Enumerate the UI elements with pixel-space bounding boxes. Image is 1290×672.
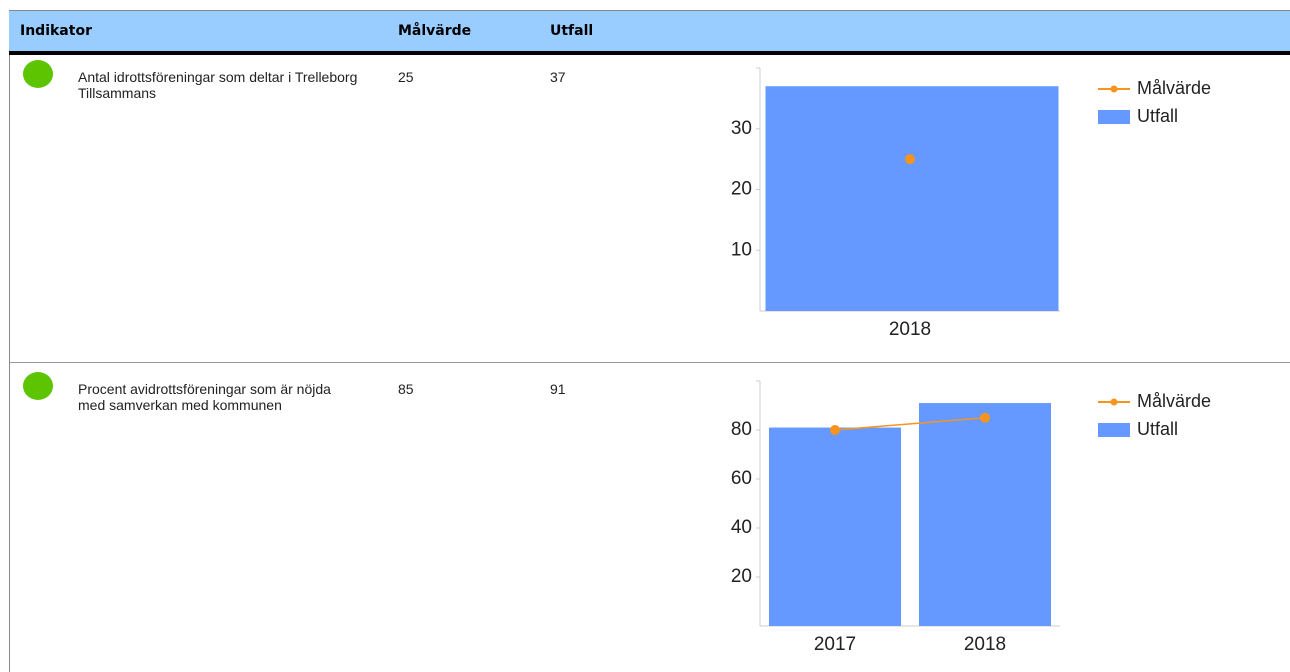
indicator: Antal idrottsföreningar som deltar i Tre…	[78, 69, 358, 101]
legend-label: Utfall	[1137, 419, 1178, 439]
status-dot	[23, 60, 53, 88]
target-point	[830, 425, 840, 435]
indicator: Procent avidrottsföreningar som är nöjda…	[78, 381, 331, 413]
left-border	[9, 10, 10, 672]
legend-point	[1110, 398, 1118, 406]
column-header: Utfall	[550, 23, 594, 39]
legend-label: Utfall	[1137, 106, 1178, 126]
status-dot	[23, 372, 53, 400]
outcome: 91	[550, 381, 566, 397]
y-tick-label: 10	[731, 239, 752, 260]
y-tick-label: 20	[731, 566, 752, 587]
column-header: Målvärde	[398, 23, 472, 39]
y-tick-label: 40	[731, 517, 752, 538]
row-separator	[9, 362, 1290, 363]
column-header: Indikator	[20, 23, 92, 39]
bar	[765, 86, 1059, 311]
x-tick-label: 2018	[964, 634, 1006, 655]
bar	[919, 403, 1051, 626]
target-line	[834, 417, 986, 431]
target-point	[980, 412, 990, 423]
y-tick-label: 80	[731, 419, 752, 440]
target: 25	[398, 69, 414, 85]
x-tick-label: 2017	[814, 634, 856, 655]
outcome: 37	[550, 69, 566, 85]
y-tick-label: 30	[731, 118, 752, 139]
legend-point	[1110, 85, 1118, 93]
legend-label: Målvärde	[1137, 78, 1211, 98]
target-point	[905, 154, 915, 165]
y-tick-label: 60	[731, 468, 752, 489]
x-tick-label: 2018	[889, 319, 931, 340]
legend-swatch	[1098, 423, 1130, 437]
legend-label: Målvärde	[1137, 391, 1211, 411]
table-header: Indikator Målvärde Utfall	[9, 10, 1290, 55]
target: 85	[398, 381, 414, 397]
legend-swatch	[1098, 110, 1130, 124]
bar	[769, 427, 901, 626]
y-tick-label: 20	[731, 179, 752, 200]
